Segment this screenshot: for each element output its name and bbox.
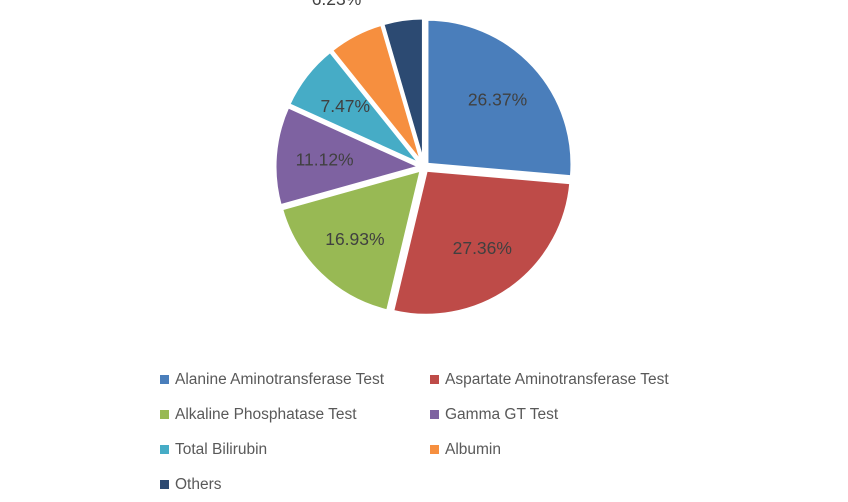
legend-item-label: Alanine Aminotransferase Test xyxy=(175,370,385,388)
legend-item[interactable]: Aspartate Aminotransferase Test xyxy=(430,372,700,388)
pie-slice-value-label: 26.37% xyxy=(468,90,527,110)
legend-item-label: Aspartate Aminotransferase Test xyxy=(445,370,669,388)
legend-color-swatch-icon xyxy=(160,445,169,454)
legend-color-swatch-icon xyxy=(160,375,169,384)
legend-row: Alanine Aminotransferase Test Aspartate A… xyxy=(160,362,780,397)
legend-item[interactable]: Gamma GT Test xyxy=(430,407,700,423)
legend-color-swatch-icon xyxy=(430,445,439,454)
pie-slice-value-label: 6.23% xyxy=(312,0,362,9)
pie-slice-value-label: 27.36% xyxy=(453,238,512,258)
legend-item[interactable]: Others xyxy=(160,477,430,493)
pie-plot-area: 26.37%27.36%16.93%11.12%7.47%6.23%4.52% xyxy=(273,0,574,317)
pie-label-group: 26.37%27.36%16.93%11.12%7.47%6.23%4.52% xyxy=(296,0,528,258)
legend-item-label: Total Bilirubin xyxy=(175,440,268,458)
pie-slice-group xyxy=(273,16,574,317)
pie-slice[interactable] xyxy=(279,167,424,313)
legend-color-swatch-icon xyxy=(430,410,439,419)
pie-slice[interactable] xyxy=(286,49,423,166)
pie-slice[interactable] xyxy=(380,16,425,164)
pie-slice-value-label: 16.93% xyxy=(325,229,384,249)
legend-item-label: Albumin xyxy=(445,440,501,458)
legend-color-swatch-icon xyxy=(430,375,439,384)
pie-svg: 26.37%27.36%16.93%11.12%7.47%6.23%4.52% xyxy=(273,0,574,317)
legend-color-swatch-icon xyxy=(160,480,169,489)
legend-item-label: Others xyxy=(175,475,222,493)
legend-row: Others xyxy=(160,467,780,502)
pie-slice[interactable] xyxy=(390,168,573,317)
legend-item-label: Alkaline Phosphatase Test xyxy=(175,405,357,423)
pie-slice-value-label: 11.12% xyxy=(296,149,354,169)
chart-legend: Alanine Aminotransferase Test Aspartate A… xyxy=(160,362,780,502)
legend-item[interactable]: Total Bilirubin xyxy=(160,442,430,458)
legend-item-label: Gamma GT Test xyxy=(445,405,559,423)
pie-slice[interactable] xyxy=(273,104,425,208)
legend-item[interactable]: Albumin xyxy=(430,442,700,458)
legend-row: Total Bilirubin Albumin xyxy=(160,432,780,467)
legend-row: Alkaline Phosphatase Test Gamma GT Test xyxy=(160,397,780,432)
pie-slice[interactable] xyxy=(425,17,574,179)
legend-color-swatch-icon xyxy=(160,410,169,419)
legend-item[interactable]: Alkaline Phosphatase Test xyxy=(160,407,430,423)
pie-slice-value-label: 7.47% xyxy=(320,96,370,116)
legend-item[interactable]: Alanine Aminotransferase Test xyxy=(160,372,430,388)
